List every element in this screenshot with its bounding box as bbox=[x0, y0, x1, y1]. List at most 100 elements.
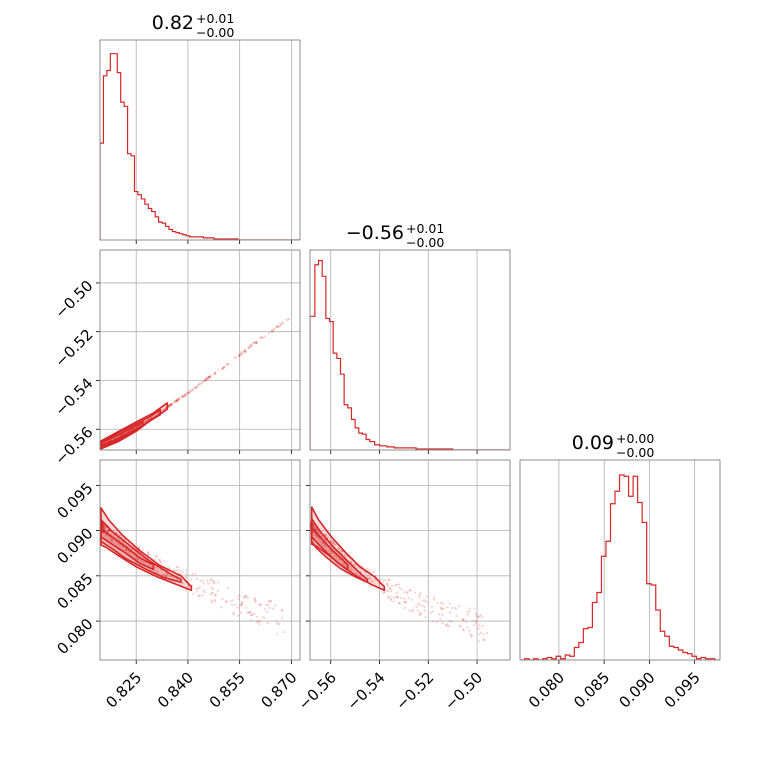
scatter-point bbox=[232, 611, 235, 615]
scatter-point bbox=[457, 605, 461, 608]
scatter-point bbox=[312, 526, 316, 529]
scatter-point bbox=[447, 624, 451, 627]
scatter-point bbox=[107, 530, 110, 533]
scatter-point bbox=[236, 606, 240, 609]
scatter-point bbox=[470, 634, 474, 637]
scatter-point bbox=[431, 620, 434, 623]
scatter-point bbox=[154, 566, 157, 569]
scatter-point bbox=[176, 399, 179, 402]
scatter-point bbox=[159, 561, 162, 564]
scatter-point bbox=[276, 621, 279, 624]
scatter-point bbox=[482, 638, 485, 641]
scatter-point bbox=[241, 353, 244, 356]
scatter-point bbox=[279, 323, 282, 326]
scatter-point bbox=[469, 632, 472, 636]
scatter-point bbox=[175, 399, 178, 402]
scatter-point bbox=[197, 587, 200, 590]
scatter-point bbox=[238, 355, 241, 358]
scatter-point bbox=[208, 375, 211, 379]
scatter-point bbox=[284, 318, 288, 321]
scatter-point bbox=[214, 371, 217, 374]
title-sup: +0.01 bbox=[196, 11, 234, 26]
scatter-point bbox=[173, 401, 176, 404]
x-tick-label: −0.52 bbox=[392, 668, 437, 713]
scatter-point bbox=[458, 624, 461, 627]
scatter-point bbox=[403, 606, 406, 610]
scatter-point bbox=[462, 628, 465, 631]
scatter-point bbox=[210, 374, 213, 378]
scatter-point bbox=[175, 565, 178, 569]
scatter-point bbox=[249, 614, 253, 617]
scatter-point bbox=[352, 563, 355, 566]
scatter-point bbox=[321, 541, 324, 544]
scatter-point bbox=[139, 559, 143, 562]
scatter-point bbox=[314, 533, 317, 536]
scatter-point bbox=[263, 608, 266, 611]
panel-content bbox=[100, 53, 300, 240]
scatter-point bbox=[200, 594, 204, 597]
scatter-point bbox=[168, 404, 171, 408]
scatter-point bbox=[220, 606, 223, 609]
scatter-point bbox=[344, 553, 347, 557]
scatter-point bbox=[266, 604, 270, 607]
scatter-point bbox=[183, 394, 186, 398]
scatter-point bbox=[244, 350, 247, 353]
scatter-point bbox=[469, 635, 473, 638]
scatter-point bbox=[154, 555, 157, 558]
scatter-point bbox=[386, 583, 389, 586]
scatter-point bbox=[250, 344, 254, 348]
scatter-point bbox=[410, 610, 413, 613]
scatter-point bbox=[211, 588, 214, 591]
scatter-point bbox=[213, 598, 216, 601]
scatter-point bbox=[386, 584, 390, 588]
scatter-point bbox=[389, 598, 393, 602]
scatter-point bbox=[212, 579, 215, 583]
scatter-point bbox=[416, 609, 419, 612]
scatter-point bbox=[397, 602, 401, 605]
scatter-point bbox=[442, 602, 445, 605]
y-tick-label: 0.090 bbox=[53, 524, 96, 567]
scatter-point bbox=[177, 397, 180, 400]
scatter-point bbox=[390, 584, 394, 587]
scatter-point bbox=[462, 629, 465, 632]
scatter-point bbox=[238, 594, 241, 597]
scatter-point bbox=[323, 543, 326, 546]
scatter-point bbox=[255, 341, 258, 344]
scatter-point bbox=[243, 349, 246, 352]
panel-title: 0.09 +0.00−0.00 bbox=[572, 431, 655, 460]
scatter-point bbox=[403, 590, 406, 593]
scatter-point bbox=[164, 573, 167, 576]
scatter-point bbox=[207, 375, 211, 378]
scatter-point bbox=[144, 420, 147, 424]
scatter-point bbox=[418, 593, 421, 597]
scatter-point bbox=[125, 431, 128, 434]
scatter-point bbox=[274, 604, 277, 607]
scatter-point bbox=[248, 611, 251, 614]
scatter-point bbox=[255, 621, 258, 624]
scatter-point bbox=[101, 525, 104, 528]
scatter-point bbox=[337, 547, 341, 551]
scatter-point bbox=[473, 624, 476, 627]
scatter-point bbox=[396, 596, 400, 599]
scatter-point bbox=[478, 615, 481, 618]
scatter-point bbox=[453, 606, 456, 609]
scatter-point bbox=[354, 572, 357, 575]
scatter-point bbox=[161, 409, 164, 412]
scatter-point bbox=[343, 553, 346, 557]
scatter-point bbox=[147, 553, 150, 556]
scatter-point bbox=[155, 555, 158, 558]
scatter-point bbox=[110, 538, 113, 542]
scatter-point bbox=[315, 534, 318, 538]
scatter-point bbox=[210, 586, 213, 589]
scatter-point bbox=[208, 375, 211, 378]
scatter-point bbox=[341, 563, 344, 566]
y-tick-label: 0.085 bbox=[53, 570, 96, 613]
x-tick-label: 0.840 bbox=[154, 668, 197, 711]
scatter-point bbox=[203, 591, 206, 594]
scatter-point bbox=[243, 350, 247, 353]
scatter-point bbox=[422, 599, 425, 602]
scatter-point bbox=[101, 524, 104, 527]
scatter-point bbox=[478, 640, 481, 643]
scatter-point bbox=[125, 548, 128, 552]
